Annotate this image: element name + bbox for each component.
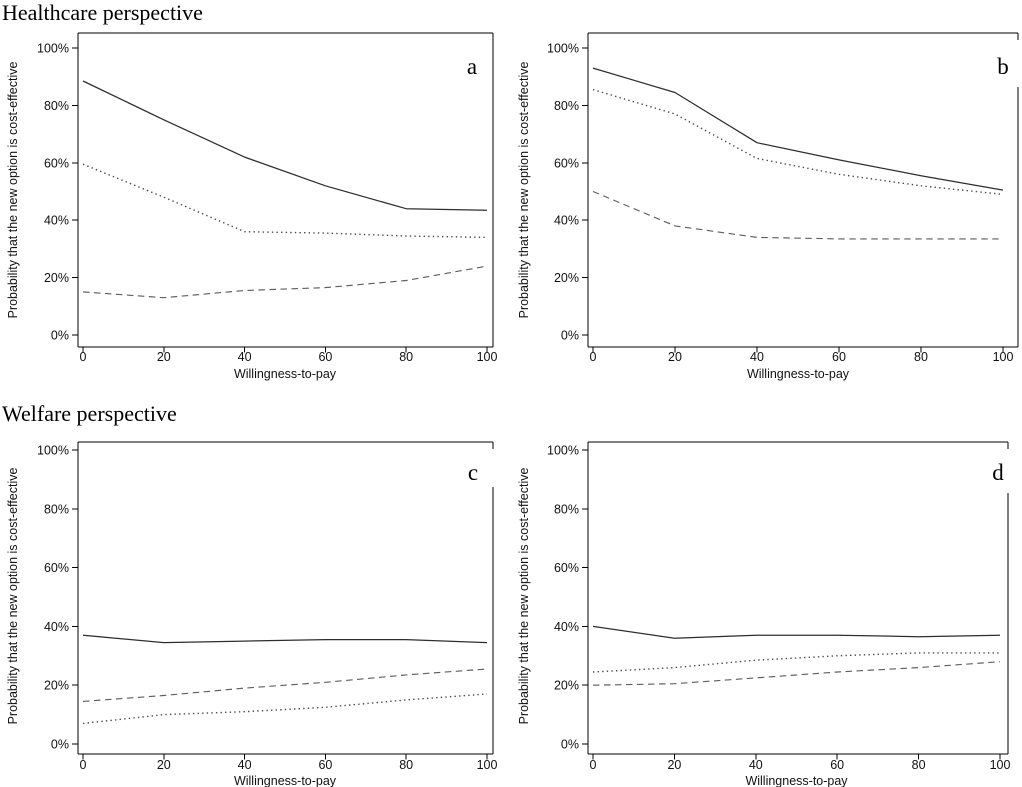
series-line-dotted — [82, 693, 488, 725]
x-tick-label: 20 — [668, 350, 682, 364]
series-line-solid — [82, 634, 488, 644]
x-tick-label: 0 — [590, 350, 597, 364]
x-tick-label: 20 — [667, 758, 681, 772]
y-tick-label: 20% — [554, 271, 579, 285]
y-tick-label: 40% — [554, 214, 579, 228]
chart-panel-a: 0% 20% 40% 60% 80% 100% 0 20 40 60 80 100 Willingnes… — [0, 19, 511, 387]
x-tick-label: 40 — [238, 350, 252, 364]
y-tick-label: 0% — [51, 738, 69, 752]
section-title-healthcare: Healthcare perspective — [2, 0, 203, 25]
x-tick-label: 100 — [477, 758, 498, 772]
x-tick-label: 60 — [830, 758, 844, 772]
y-tick-label: 40% — [44, 214, 69, 228]
y-tick-label: 80% — [554, 502, 579, 516]
series-line-dotted — [592, 88, 1004, 196]
y-tick-label: 100% — [547, 444, 579, 458]
series-line-dashed — [592, 661, 1001, 686]
chart-panel-c: 0% 20% 40% 60% 80% 100% 0 20 40 60 80 100 Willingnes… — [0, 419, 511, 787]
series-line-solid — [592, 625, 1001, 639]
y-axis-title: Probability that the new option is cost-… — [517, 468, 531, 725]
y-tick-label: 80% — [44, 502, 69, 516]
plot-panel-c: 0% 20% 40% 60% 80% 100% 0 20 40 60 80 100 Willingnes… — [6, 441, 498, 787]
y-tick-label: 100% — [547, 42, 579, 56]
x-tick-label: 20 — [157, 350, 171, 364]
panel-letter: c — [468, 460, 478, 485]
series-line-dashed — [82, 265, 488, 299]
series-line-dashed — [592, 190, 1003, 240]
chart-panel-b: 0% 20% 40% 60% 80% 100% 0 20 40 60 80 100 Willingnes… — [511, 19, 1022, 387]
x-tick-label: 100 — [993, 350, 1014, 364]
y-axis-title: Probability that the new option is cost-… — [6, 468, 20, 725]
y-tick-label: 0% — [561, 738, 579, 752]
y-tick-label: 40% — [554, 620, 579, 634]
x-tick-label: 40 — [750, 350, 764, 364]
section-title-welfare: Welfare perspective — [2, 401, 177, 426]
x-tick-label: 80 — [912, 758, 926, 772]
y-tick-label: 0% — [51, 329, 69, 343]
x-tick-label: 80 — [399, 758, 413, 772]
y-tick-label: 20% — [44, 679, 69, 693]
y-tick-label: 80% — [44, 99, 69, 113]
y-tick-label: 60% — [44, 156, 69, 170]
y-tick-label: 20% — [44, 271, 69, 285]
x-tick-label: 80 — [914, 350, 928, 364]
panel-letter: a — [467, 54, 477, 79]
y-tick-label: 60% — [44, 561, 69, 575]
series-line-solid — [592, 67, 1004, 191]
plot-panel-a: 0% 20% 40% 60% 80% 100% 0 20 40 60 80 100 Willingnes… — [6, 32, 498, 381]
y-tick-label: 40% — [44, 620, 69, 634]
y-tick-label: 100% — [37, 444, 69, 458]
x-tick-label: 100 — [477, 350, 498, 364]
x-axis-title: Willingness-to-pay — [747, 367, 850, 381]
x-tick-label: 40 — [238, 758, 252, 772]
series-line-dashed — [82, 668, 488, 702]
panel-letter: b — [997, 54, 1009, 79]
y-axis-title: Probability that the new option is cost-… — [517, 62, 531, 319]
x-tick-label: 0 — [80, 350, 87, 364]
y-tick-label: 60% — [554, 156, 579, 170]
series-line-solid — [82, 80, 488, 211]
y-tick-label: 20% — [554, 679, 579, 693]
y-tick-label: 100% — [37, 42, 69, 56]
series-line-dotted — [592, 652, 1000, 673]
x-tick-label: 60 — [318, 758, 332, 772]
x-tick-label: 100 — [990, 758, 1011, 772]
x-axis-title: Willingness-to-pay — [745, 774, 848, 787]
x-axis-title: Willingness-to-pay — [234, 367, 337, 381]
x-tick-label: 0 — [80, 758, 87, 772]
x-tick-label: 20 — [157, 758, 171, 772]
x-tick-label: 60 — [318, 350, 332, 364]
panel-letter: d — [992, 460, 1004, 485]
y-tick-label: 80% — [554, 99, 579, 113]
chart-panel-d: 0% 20% 40% 60% 80% 100% 0 20 40 60 80 100 Willingnes… — [511, 419, 1022, 787]
plot-panel-d: 0% 20% 40% 60% 80% 100% 0 20 40 60 80 100 Willingnes… — [517, 441, 1011, 787]
x-tick-label: 60 — [832, 350, 846, 364]
y-tick-label: 60% — [554, 561, 579, 575]
x-axis-title: Willingness-to-pay — [234, 774, 337, 787]
plot-panel-b: 0% 20% 40% 60% 80% 100% 0 20 40 60 80 100 Willingnes… — [517, 32, 1019, 381]
x-tick-label: 80 — [399, 350, 413, 364]
x-tick-label: 0 — [590, 758, 597, 772]
x-tick-label: 40 — [749, 758, 763, 772]
y-tick-label: 0% — [561, 329, 579, 343]
y-axis-title: Probability that the new option is cost-… — [6, 62, 20, 319]
series-line-dotted — [82, 163, 488, 239]
